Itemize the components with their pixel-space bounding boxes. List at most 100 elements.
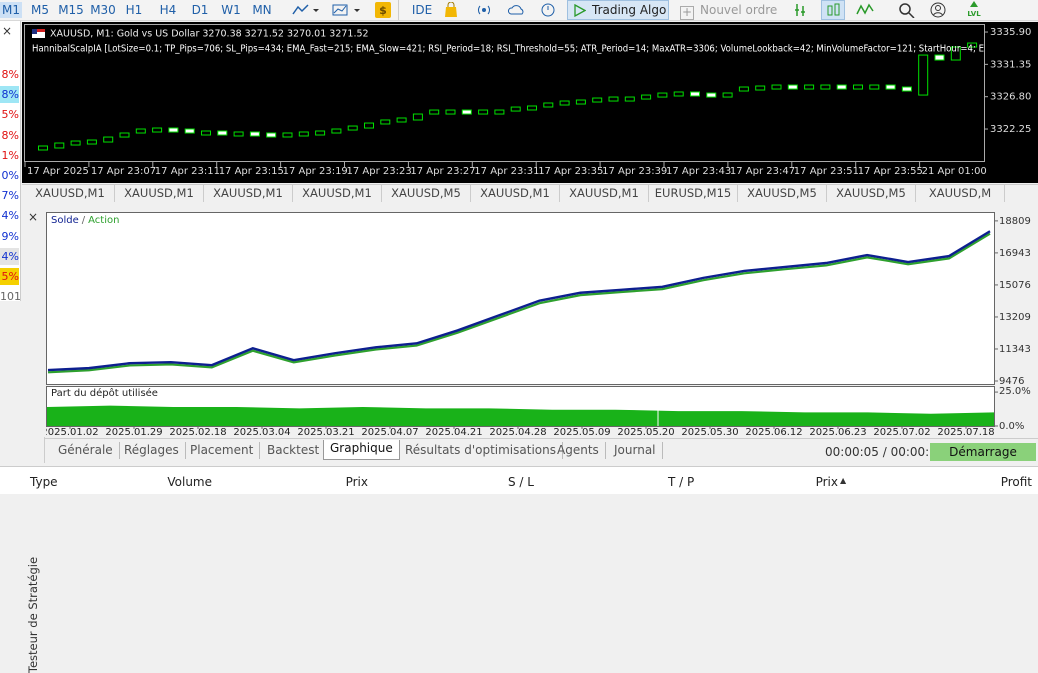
candle — [184, 128, 195, 134]
candle — [201, 130, 211, 136]
timeframe-button[interactable]: M15 — [58, 3, 84, 17]
tester-tab[interactable]: Graphique — [323, 440, 400, 460]
candle — [657, 92, 668, 98]
timeframe-button[interactable]: H1 — [125, 3, 143, 17]
flag-red — [32, 29, 45, 32]
separator — [398, 0, 399, 20]
svg-text:$: $ — [379, 4, 387, 17]
close-icon[interactable]: × — [28, 210, 39, 224]
column-header[interactable]: Prix — [815, 475, 838, 489]
timeframe-button[interactable]: H4 — [159, 3, 177, 17]
candle — [885, 84, 896, 90]
chart-tab[interactable]: XAUUSD,M1 — [204, 185, 293, 202]
level-button[interactable]: LVL — [962, 0, 986, 20]
tester-title: Testeur de Stratégie — [26, 556, 40, 673]
chart-tab[interactable]: XAUUSD,M — [916, 185, 1005, 202]
chart-tab[interactable]: XAUUSD,M1 — [26, 185, 115, 202]
candle — [690, 91, 700, 97]
chart-tab[interactable]: XAUUSD,M1 — [115, 185, 204, 202]
column-header[interactable]: S / L — [508, 475, 534, 489]
timeframe-button[interactable]: D1 — [191, 3, 209, 17]
candle — [510, 106, 521, 112]
market-watch-value: 8% — [1, 68, 19, 81]
depth-button[interactable] — [792, 2, 812, 18]
chart-tab[interactable]: XAUUSD,M1 — [471, 185, 560, 202]
chart-tab[interactable]: XAUUSD,M5 — [738, 185, 827, 202]
start-button[interactable]: Démarrage — [930, 443, 1036, 461]
candle — [364, 122, 374, 129]
indicators-button[interactable] — [330, 2, 362, 18]
column-header[interactable]: Prix — [345, 475, 368, 489]
tester-tab[interactable]: Placement — [184, 442, 261, 459]
candle — [347, 125, 358, 131]
account-button[interactable] — [930, 2, 948, 18]
tester-tab[interactable]: Agents — [551, 442, 606, 459]
chart-tab[interactable]: XAUUSD,M1 — [560, 185, 649, 202]
market-watch-value: 0% — [1, 169, 19, 182]
candle — [950, 46, 961, 61]
timeframe-button[interactable]: MN — [252, 3, 272, 17]
x-tick-label: 2025.04.28 — [489, 427, 546, 438]
shop-button[interactable] — [442, 2, 460, 18]
candle — [592, 97, 603, 103]
ide-button[interactable]: IDE — [411, 3, 433, 17]
x-tick-label: 2025.01.02 — [46, 427, 99, 438]
timeframe-button[interactable]: M1 — [0, 2, 22, 18]
candle — [396, 117, 407, 123]
y-tick-label: 11343 — [999, 344, 1031, 355]
candle — [787, 84, 798, 90]
column-header[interactable]: T / P — [668, 475, 695, 489]
candle — [869, 84, 880, 90]
candle — [152, 127, 163, 133]
new-order-button[interactable]: + Nouvel ordre — [680, 3, 778, 20]
market-button[interactable]: $ — [374, 2, 392, 18]
chart-background — [22, 22, 1038, 183]
legend: Solde / Action — [51, 215, 119, 226]
timeframe-button[interactable]: M30 — [90, 3, 116, 17]
candle — [967, 42, 978, 48]
chart-tab[interactable]: EURUSD,M15 — [649, 185, 738, 202]
candle — [86, 139, 97, 145]
candle — [771, 84, 782, 90]
candle — [804, 84, 815, 90]
line-button[interactable] — [856, 2, 876, 18]
tester-tab[interactable]: Backtest — [261, 442, 327, 459]
x-tick-label: 2025.05.30 — [681, 427, 738, 438]
timeframe-button[interactable]: W1 — [221, 3, 241, 17]
tester-tab[interactable]: Générale — [52, 442, 120, 459]
candle — [282, 132, 293, 138]
column-header[interactable]: Type — [30, 475, 58, 489]
column-header[interactable]: Volume — [167, 475, 212, 489]
chart-type-button[interactable] — [290, 2, 320, 18]
search-button[interactable] — [898, 2, 916, 18]
trading-algo-button[interactable]: Trading Algo — [567, 0, 669, 20]
candle — [331, 128, 342, 134]
x-tick-label: 17 Apr 23:19 — [283, 166, 348, 177]
chart-tab[interactable]: XAUUSD,M5 — [827, 185, 916, 202]
load-title: Part du dépôt utilisée — [51, 387, 158, 399]
candle — [836, 84, 847, 90]
signals-button[interactable] — [474, 2, 494, 18]
tester-tab[interactable]: Réglages — [118, 442, 186, 459]
market-watch-value: 1% — [1, 148, 19, 162]
timeframe-button[interactable]: M5 — [31, 3, 49, 17]
candle — [429, 109, 440, 115]
tester-tab[interactable]: Résultats d'optimisations — [399, 442, 563, 459]
close-icon[interactable]: × — [2, 24, 13, 38]
column-header[interactable]: Profit — [1000, 475, 1032, 489]
tester-tab[interactable]: Journal — [608, 442, 663, 459]
candle — [445, 109, 456, 115]
candle — [168, 127, 179, 133]
balance-frame — [46, 212, 995, 385]
candles-button[interactable] — [821, 0, 845, 20]
tester-button[interactable] — [538, 2, 560, 18]
chart-tab[interactable]: XAUUSD,M1 — [293, 185, 382, 202]
market-watch-partial: × 8% 8% 5% 8% 1% 0% 7% 4% 9% 4% 5% 101 — [0, 21, 21, 301]
chart-tab[interactable]: XAUUSD,M5 — [382, 185, 471, 202]
vps-button[interactable] — [506, 2, 528, 18]
candle — [135, 128, 146, 134]
candle — [673, 91, 684, 97]
y-tick-label: 3335.90 — [990, 27, 1031, 38]
candle — [608, 96, 619, 102]
